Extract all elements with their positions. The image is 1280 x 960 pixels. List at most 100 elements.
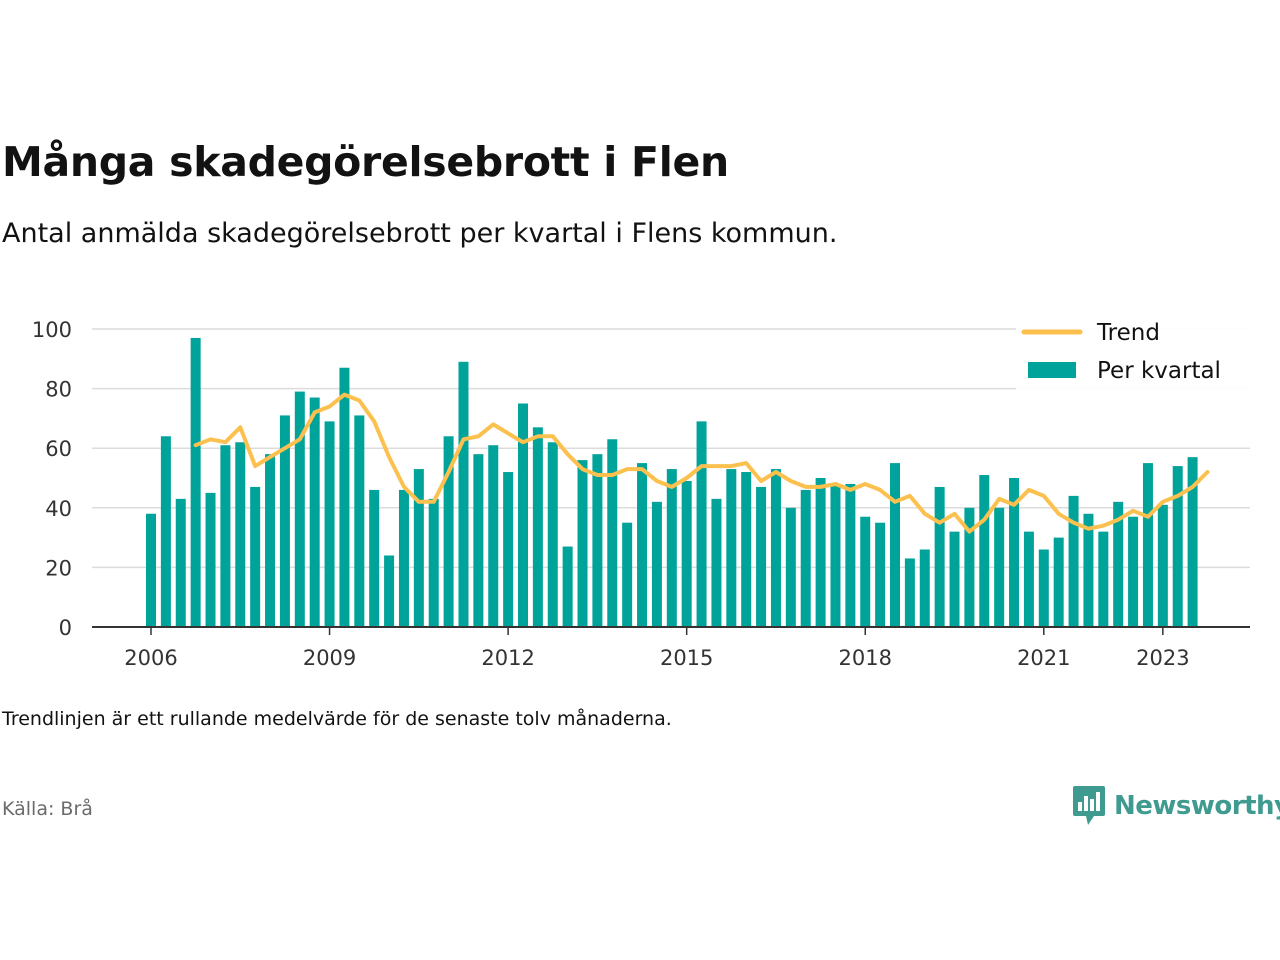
chart-title: Många skadegörelsebrott i Flen xyxy=(2,138,729,186)
bar xyxy=(1142,463,1153,627)
bar xyxy=(428,498,439,627)
bar xyxy=(964,507,975,627)
bar xyxy=(413,469,424,627)
bar xyxy=(696,421,707,627)
bar xyxy=(1187,457,1198,627)
bar xyxy=(354,415,365,627)
legend-trend-label: Trend xyxy=(1096,320,1160,346)
bar xyxy=(532,427,543,627)
bar-chart-speech-bubble-icon xyxy=(1073,786,1105,825)
x-tick-label: 2009 xyxy=(303,646,356,670)
footnote: Trendlinjen är ett rullande medelvärde f… xyxy=(2,708,672,730)
bar xyxy=(681,480,692,627)
x-tick-label: 2006 xyxy=(124,646,177,670)
source-credit: Källa: Brå xyxy=(2,798,93,820)
x-tick-label: 2012 xyxy=(481,646,534,670)
legend-bar-label: Per kvartal xyxy=(1097,358,1221,384)
y-tick-label: 80 xyxy=(45,378,72,402)
bar xyxy=(1053,537,1064,627)
bar xyxy=(250,486,261,627)
bar xyxy=(175,498,186,627)
bar xyxy=(934,486,945,627)
bar xyxy=(919,549,930,627)
bar xyxy=(265,454,276,627)
bar xyxy=(1113,501,1124,627)
bar xyxy=(1128,516,1139,627)
bar xyxy=(1068,495,1079,627)
bar xyxy=(488,445,499,627)
bar xyxy=(845,483,856,627)
bar xyxy=(562,546,573,627)
x-tick-label: 2023 xyxy=(1136,646,1189,670)
legend-bar-swatch xyxy=(1028,362,1076,378)
bar xyxy=(1172,466,1183,627)
bar xyxy=(726,469,737,627)
bar xyxy=(651,501,662,627)
bar xyxy=(785,507,796,627)
bar xyxy=(994,507,1005,627)
bar xyxy=(294,391,305,627)
bar xyxy=(1157,504,1168,627)
bar xyxy=(904,558,915,627)
x-tick-label: 2018 xyxy=(839,646,892,670)
y-tick-label: 100 xyxy=(32,318,72,342)
bar xyxy=(890,463,900,627)
bar xyxy=(235,442,246,627)
bar xyxy=(622,522,633,627)
trend-line xyxy=(193,392,1210,534)
bar-series xyxy=(146,337,1198,627)
bar xyxy=(979,475,990,627)
brand-name: Newsworthy xyxy=(1114,791,1280,821)
legend: Trend Per kvartal xyxy=(1016,314,1250,390)
bar xyxy=(800,489,811,627)
bar xyxy=(503,472,514,627)
y-tick-label: 60 xyxy=(45,437,72,461)
x-tick-label: 2015 xyxy=(660,646,713,670)
bar xyxy=(547,442,558,627)
bar xyxy=(398,489,409,627)
bar xyxy=(577,460,588,627)
bar xyxy=(592,454,603,627)
bar xyxy=(220,445,231,627)
bar xyxy=(473,454,484,627)
bar xyxy=(190,337,201,627)
bar xyxy=(443,436,454,627)
bar xyxy=(637,463,648,627)
bar xyxy=(309,397,320,627)
bar xyxy=(324,421,335,627)
bar xyxy=(518,403,528,627)
bar xyxy=(160,436,171,627)
bar xyxy=(875,522,886,627)
bar xyxy=(458,361,469,627)
bar xyxy=(384,555,395,627)
bar xyxy=(830,483,841,627)
bar xyxy=(666,469,677,627)
chart: 0 20 40 60 80 100 2006 2009 2012 2015 2018 2021 202… xyxy=(31,314,1250,670)
bar xyxy=(1038,549,1049,627)
bar xyxy=(1009,478,1020,627)
bar xyxy=(607,439,618,627)
y-tick-label: 0 xyxy=(59,616,72,640)
bar xyxy=(339,367,350,627)
bar xyxy=(279,415,290,627)
bar xyxy=(770,469,781,627)
bar xyxy=(205,492,216,627)
y-axis-ticks: 0 20 40 60 80 100 xyxy=(32,318,72,640)
bar xyxy=(815,478,826,627)
bar xyxy=(741,472,752,627)
bar xyxy=(860,516,871,627)
chart-subtitle: Antal anmälda skadegörelsebrott per kvar… xyxy=(2,218,838,249)
y-tick-label: 40 xyxy=(45,497,72,521)
bar xyxy=(711,498,722,627)
y-tick-label: 20 xyxy=(45,556,72,580)
bar xyxy=(756,486,767,627)
bar xyxy=(1098,531,1109,627)
bar xyxy=(1083,513,1094,627)
bar xyxy=(369,489,380,627)
bar xyxy=(1023,531,1034,627)
bar xyxy=(949,531,960,627)
bar xyxy=(146,513,156,627)
x-tick-label: 2021 xyxy=(1017,646,1070,670)
x-axis-ticks: 2006 2009 2012 2015 2018 2021 2023 xyxy=(124,627,1190,670)
brand-logo: Newsworthy xyxy=(1072,784,1280,828)
